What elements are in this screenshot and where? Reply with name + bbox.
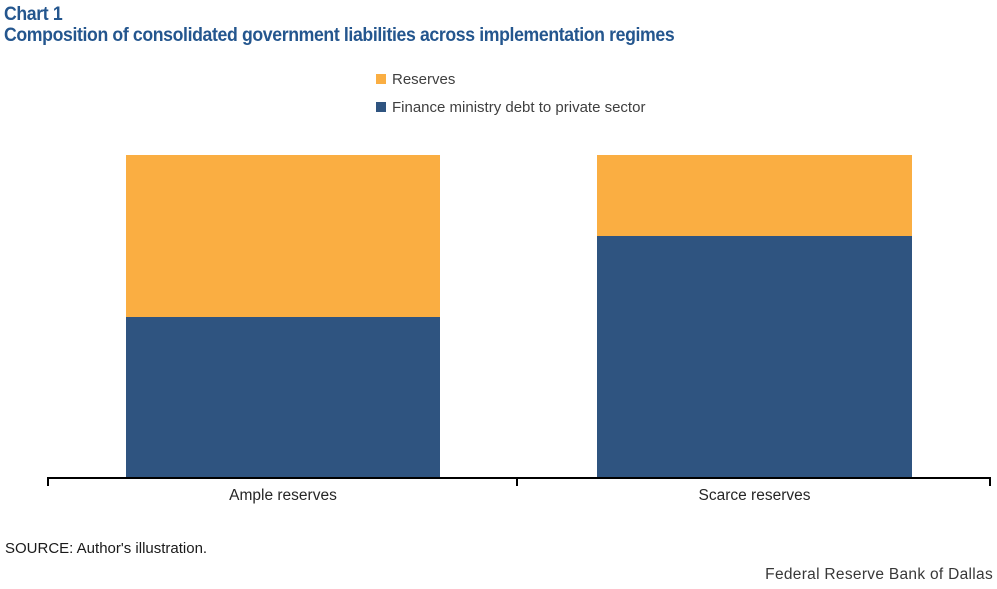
axis-tick xyxy=(47,477,49,486)
chart-number: Chart 1 xyxy=(4,4,63,25)
axis-tick xyxy=(516,477,518,486)
chart-title: Composition of consolidated government l… xyxy=(4,25,675,46)
legend-swatch-debt xyxy=(376,102,386,112)
category-label-ample: Ample reserves xyxy=(229,487,337,504)
stacked-bar-ample-reserves xyxy=(126,155,440,478)
legend-label-reserves: Reserves xyxy=(392,70,456,88)
bar-segment-reserves xyxy=(126,155,440,317)
chart-title-block: Chart 1 Composition of consolidated gove… xyxy=(4,4,675,46)
category-label-scarce: Scarce reserves xyxy=(698,487,811,504)
legend: Reserves Finance ministry debt to privat… xyxy=(376,70,645,126)
axis-tick xyxy=(989,477,991,486)
source-note: SOURCE: Author's illustration. xyxy=(5,540,208,557)
legend-label-debt: Finance ministry debt to private sector xyxy=(392,98,646,116)
legend-swatch-reserves xyxy=(376,74,386,84)
footer-brand: Federal Reserve Bank of Dallas xyxy=(765,566,993,583)
stacked-bar-scarce-reserves xyxy=(597,155,912,478)
bar-segment-finance-ministry-debt-to-private-sector xyxy=(597,235,912,478)
x-axis-line xyxy=(47,477,991,479)
legend-item-reserves: Reserves xyxy=(376,70,645,88)
bar-segment-finance-ministry-debt-to-private-sector xyxy=(126,316,440,478)
bar-segment-reserves xyxy=(597,155,912,236)
legend-item-debt: Finance ministry debt to private sector xyxy=(376,98,645,116)
